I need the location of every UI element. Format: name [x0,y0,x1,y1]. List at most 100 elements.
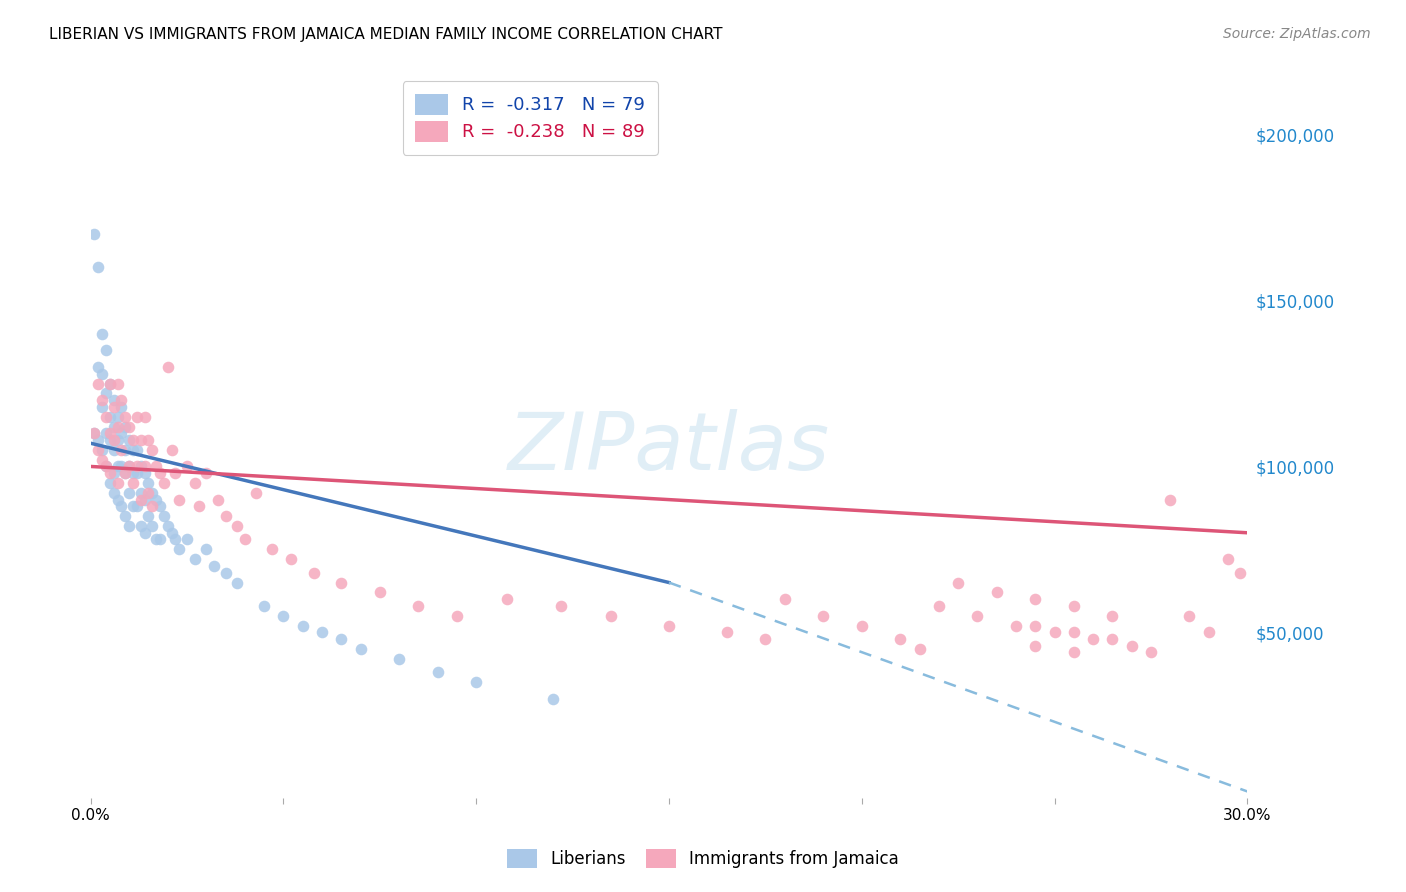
Point [716,625,738,640]
Point [91,326,114,341]
Point [202,558,225,573]
Point [214,509,236,524]
Point [207,492,229,507]
Point [134,459,156,474]
Point [107,476,129,491]
Legend: Liberians, Immigrants from Jamaica: Liberians, Immigrants from Jamaica [501,842,905,875]
Point [107,419,129,434]
Point [94,386,117,401]
Point [195,466,218,480]
Point [118,459,141,474]
Point [141,486,163,500]
Point [811,608,834,623]
Point [125,459,148,474]
Point [1063,645,1085,659]
Point [1024,592,1046,607]
Point [273,608,295,623]
Point [118,519,141,533]
Point [83,227,105,242]
Point [114,409,136,424]
Point [195,542,218,557]
Point [98,476,121,491]
Point [145,459,167,474]
Point [349,641,371,656]
Point [280,552,302,566]
Point [145,492,167,507]
Point [94,343,117,358]
Point [138,433,160,447]
Point [98,409,121,424]
Point [908,641,931,656]
Point [107,459,129,474]
Point [134,466,156,480]
Point [245,486,267,500]
Point [1229,566,1251,580]
Point [103,393,125,408]
Point [145,533,167,547]
Point [1063,625,1085,640]
Point [107,492,129,507]
Point [138,476,160,491]
Point [122,476,145,491]
Point [165,533,187,547]
Point [91,452,114,467]
Point [169,492,191,507]
Point [129,486,152,500]
Point [103,400,125,414]
Point [160,442,183,457]
Point [153,509,176,524]
Point [134,525,156,540]
Point [226,519,249,533]
Point [141,500,163,514]
Point [233,533,256,547]
Point [118,419,141,434]
Point [368,585,391,599]
Point [1101,632,1123,646]
Point [118,433,141,447]
Point [156,359,179,374]
Point [260,542,283,557]
Text: LIBERIAN VS IMMIGRANTS FROM JAMAICA MEDIAN FAMILY INCOME CORRELATION CHART: LIBERIAN VS IMMIGRANTS FROM JAMAICA MEDI… [49,27,723,42]
Point [754,632,776,646]
Point [114,509,136,524]
Point [94,459,117,474]
Point [87,260,110,275]
Point [114,466,136,480]
Point [543,691,565,706]
Point [253,599,276,613]
Point [1178,608,1201,623]
Point [1063,599,1085,613]
Legend: R =  -0.317   N = 79, R =  -0.238   N = 89: R = -0.317 N = 79, R = -0.238 N = 89 [402,81,658,154]
Point [946,575,969,590]
Point [87,442,110,457]
Point [446,608,468,623]
Point [1024,639,1046,653]
Point [226,575,249,590]
Point [103,433,125,447]
Point [1101,608,1123,623]
Point [1159,492,1181,507]
Point [110,500,132,514]
Point [1005,618,1028,632]
Point [83,426,105,441]
Point [107,409,129,424]
Point [138,509,160,524]
Point [165,466,187,480]
Point [160,525,183,540]
Point [1140,645,1163,659]
Point [87,376,110,391]
Point [110,400,132,414]
Point [330,632,353,646]
Point [98,433,121,447]
Point [122,433,145,447]
Point [91,393,114,408]
Point [214,566,236,580]
Text: ZIPatlas: ZIPatlas [508,409,830,487]
Point [110,442,132,457]
Point [134,409,156,424]
Point [94,409,117,424]
Point [600,608,623,623]
Point [1081,632,1104,646]
Point [129,433,152,447]
Point [122,466,145,480]
